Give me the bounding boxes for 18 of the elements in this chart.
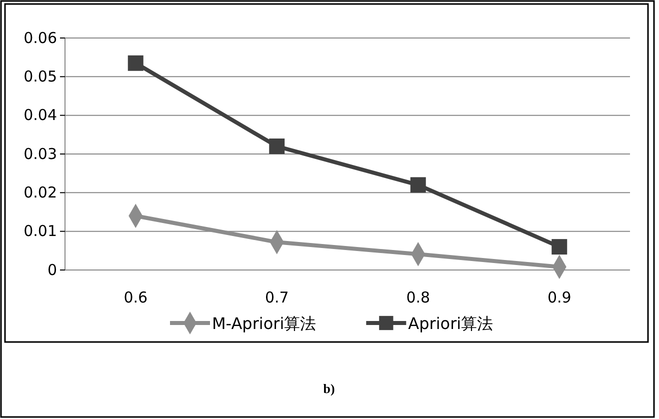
y-tick-label: 0.01 xyxy=(24,222,57,240)
x-tick-label: 0.8 xyxy=(406,288,430,307)
x-tick-label: 0.6 xyxy=(124,288,148,307)
text: b) xyxy=(323,381,335,396)
y-tick-label: 0.05 xyxy=(24,67,57,86)
point xyxy=(552,239,568,255)
y-tick-label: 0.02 xyxy=(24,183,57,202)
x-tick-label: 0.9 xyxy=(547,288,572,307)
y-tick-label: 0.03 xyxy=(24,144,57,163)
y-tick-label: 0.06 xyxy=(24,28,57,47)
legend-label: Apriori算法 xyxy=(408,314,494,333)
point xyxy=(269,138,285,154)
legend-label: M-Apriori算法 xyxy=(212,314,316,333)
point xyxy=(128,55,144,71)
x-tick-label: 0.7 xyxy=(264,288,289,307)
point xyxy=(410,177,426,193)
y-tick-label: 0.04 xyxy=(24,106,57,124)
y-tick-label: 0 xyxy=(47,260,57,279)
